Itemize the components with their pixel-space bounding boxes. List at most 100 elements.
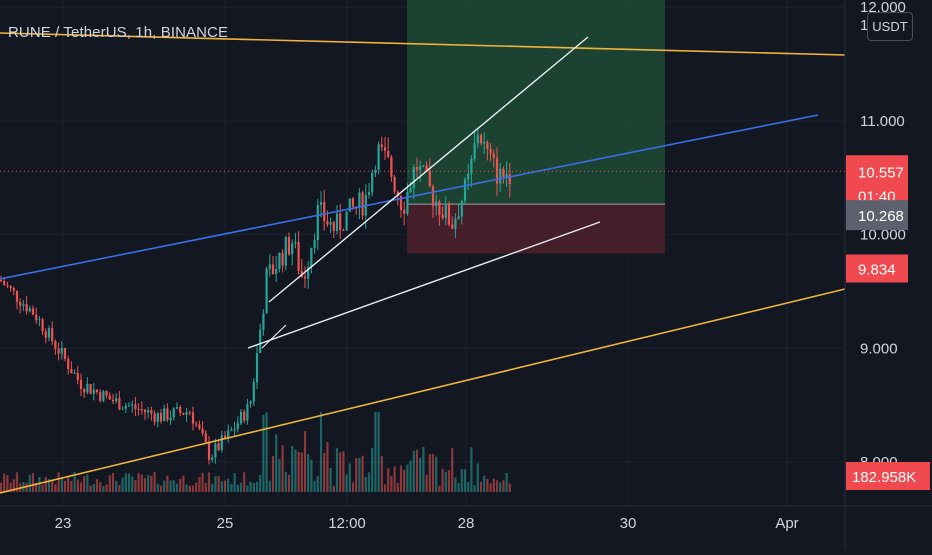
candle-body	[12, 287, 15, 291]
candle-body	[390, 156, 393, 177]
volume-bar	[505, 472, 508, 492]
volume-bar	[223, 480, 227, 492]
volume-bar	[342, 451, 345, 492]
wedge-tail-line	[261, 324, 287, 349]
volume-bar	[486, 478, 489, 492]
badge-volume	[846, 462, 930, 490]
candle-body	[467, 174, 470, 180]
candle-body	[268, 264, 271, 269]
candle-body	[6, 285, 9, 287]
candle-body	[377, 144, 380, 170]
chart-title: RUNE / TetherUS, 1h, BINANCE	[8, 24, 229, 41]
candle-body	[25, 304, 28, 312]
y-tick-label: 11.000	[860, 113, 905, 130]
candle-body	[140, 409, 143, 411]
x-tick-label: 23	[55, 515, 72, 532]
volume-bar	[172, 480, 175, 492]
trend-lines[interactable]	[0, 32, 846, 494]
wedge-upper-line	[268, 36, 589, 303]
volume-bar	[51, 479, 54, 492]
volume-bar	[387, 468, 390, 492]
volume-bar	[367, 472, 371, 492]
candle-body	[473, 143, 476, 159]
candle-body	[351, 198, 355, 207]
candle-body	[335, 213, 339, 231]
candle-body	[380, 144, 383, 148]
volume-bar	[300, 452, 303, 492]
volume-bar	[243, 472, 246, 492]
x-tick-label: Apr	[775, 515, 798, 532]
x-tick-label: 12:00	[328, 515, 366, 532]
volume-bar	[447, 470, 451, 492]
candle-body	[217, 443, 220, 451]
candle-body	[102, 391, 105, 401]
volume-bar	[278, 459, 281, 492]
volume-bar	[70, 480, 73, 492]
volume-bar	[12, 479, 15, 492]
candle-body	[316, 204, 319, 241]
candle-body	[134, 404, 137, 409]
volume-bar	[297, 451, 300, 492]
volume-bar	[358, 457, 361, 492]
candle-body	[422, 165, 425, 167]
wedge-lower-line	[247, 221, 601, 349]
volume-bar	[499, 482, 502, 492]
volume-bar	[0, 482, 3, 492]
volume-bar	[169, 480, 172, 492]
candle-body	[409, 188, 412, 192]
volume-bar	[214, 476, 217, 492]
volume-bar	[438, 485, 441, 492]
volume-bar	[393, 466, 396, 492]
volume-bar	[348, 463, 351, 492]
candle-body	[508, 174, 511, 185]
candle-body	[492, 153, 495, 158]
candle-body	[294, 241, 297, 244]
volume-bar	[259, 475, 262, 492]
candle-body	[236, 423, 239, 429]
candle-body	[57, 348, 60, 354]
volume-bar	[31, 473, 35, 492]
candle-body	[76, 372, 79, 380]
candle-body	[307, 267, 310, 279]
volume-bar	[291, 445, 294, 492]
volume-bar	[399, 465, 403, 492]
volume-bar	[195, 482, 198, 492]
y-tick-label: 9.000	[860, 340, 898, 357]
candle-body	[284, 237, 287, 266]
candle-body	[31, 308, 35, 315]
volume-bar	[463, 469, 467, 492]
candle-body	[483, 141, 486, 144]
volume-bar	[211, 483, 214, 492]
volume-bar	[38, 476, 41, 492]
volume-bar	[249, 481, 252, 492]
candle-body	[457, 216, 460, 219]
currency-button[interactable]: USDT	[867, 12, 913, 41]
volume-bar	[179, 478, 182, 492]
volume-bar	[303, 431, 307, 492]
volume-bar	[118, 485, 121, 492]
volume-bar	[147, 475, 150, 492]
position-zones	[407, 0, 665, 254]
candle-body	[220, 435, 223, 451]
candle-body	[323, 202, 326, 222]
volume-bar	[150, 475, 153, 492]
volume-bar	[502, 480, 505, 492]
volume-bar	[473, 485, 476, 492]
candle-body	[495, 157, 499, 184]
candle-body	[67, 358, 70, 370]
volume-bar	[47, 479, 51, 492]
candle-body	[332, 222, 335, 231]
volume-bar	[345, 474, 348, 492]
candle-body	[262, 313, 265, 330]
candle-body	[265, 268, 268, 314]
candle-body	[169, 417, 172, 421]
volume-bar	[406, 464, 409, 492]
volume-bar	[239, 482, 243, 492]
candle-body	[249, 401, 252, 404]
candle-body	[287, 237, 291, 255]
candle-body	[127, 405, 131, 407]
candle-body	[393, 176, 396, 192]
volume-bar	[364, 476, 367, 492]
